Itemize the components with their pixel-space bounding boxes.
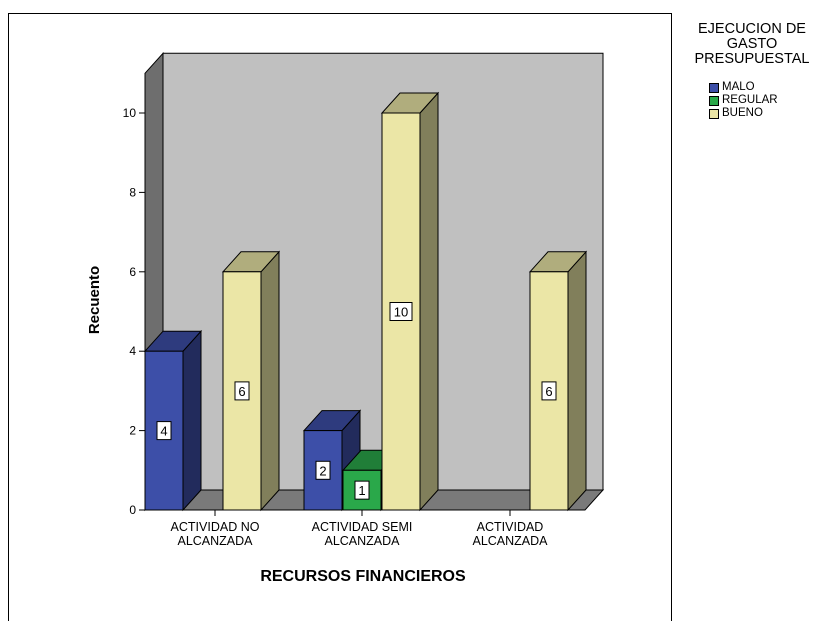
bar xyxy=(144,350,184,511)
bar-side xyxy=(182,329,202,512)
legend-item: REGULAR xyxy=(709,94,828,107)
x-tick-label: ACTIVIDAD xyxy=(477,520,544,534)
data-label-box xyxy=(541,381,557,401)
bar-side xyxy=(419,91,439,512)
legend-item: BUENO xyxy=(709,107,828,120)
x-tick-label: ALCANZADA xyxy=(472,534,548,548)
legend-swatch xyxy=(709,82,719,93)
y-axis-label: Recuento xyxy=(86,266,103,334)
legend-label: REGULAR xyxy=(722,94,778,106)
data-label: 2 xyxy=(319,463,326,478)
bar-side xyxy=(260,250,280,512)
legend-title: EJECUCION DE GASTO PRESUPUESTAL xyxy=(676,22,828,67)
y-tick-label: 0 xyxy=(129,503,136,517)
data-label: 6 xyxy=(545,384,552,399)
legend-items: MALO REGULAR BUENO xyxy=(676,81,828,120)
data-label-box xyxy=(315,460,331,480)
data-label-box xyxy=(234,381,250,401)
data-label-box xyxy=(354,480,370,500)
x-tick-label: ACTIVIDAD SEMI xyxy=(312,520,413,534)
x-tick-label: ALCANZADA xyxy=(177,534,253,548)
bar-side xyxy=(567,250,587,512)
y-tick-label: 6 xyxy=(129,265,136,279)
legend-swatch xyxy=(709,108,719,119)
legend-title-line: PRESUPUESTAL xyxy=(694,51,810,67)
data-label: 6 xyxy=(238,384,245,399)
legend-item: MALO xyxy=(709,81,828,94)
x-axis-label: RECURSOS FINANCIEROS xyxy=(260,568,466,585)
x-tick-label: ACTIVIDAD NO xyxy=(171,520,260,534)
y-tick-label: 10 xyxy=(123,106,137,120)
legend-title-line: GASTO xyxy=(726,36,778,52)
legend-label: BUENO xyxy=(722,107,763,119)
x-tick-label: ALCANZADA xyxy=(324,534,400,548)
data-label-box xyxy=(156,421,172,441)
legend-swatch xyxy=(709,95,719,106)
data-label: 1 xyxy=(358,483,365,498)
legend: EJECUCION DE GASTO PRESUPUESTAL MALO REGULA… xyxy=(676,22,828,120)
data-label: 4 xyxy=(160,424,167,439)
legend-label: MALO xyxy=(722,81,755,93)
y-tick-label: 4 xyxy=(129,344,136,358)
chart-frame xyxy=(8,13,672,621)
y-tick-label: 8 xyxy=(129,185,136,199)
data-label: 10 xyxy=(394,305,408,320)
legend-title-line: EJECUCION DE xyxy=(698,21,806,37)
data-label-box xyxy=(389,302,413,321)
y-tick-label: 2 xyxy=(129,424,136,438)
